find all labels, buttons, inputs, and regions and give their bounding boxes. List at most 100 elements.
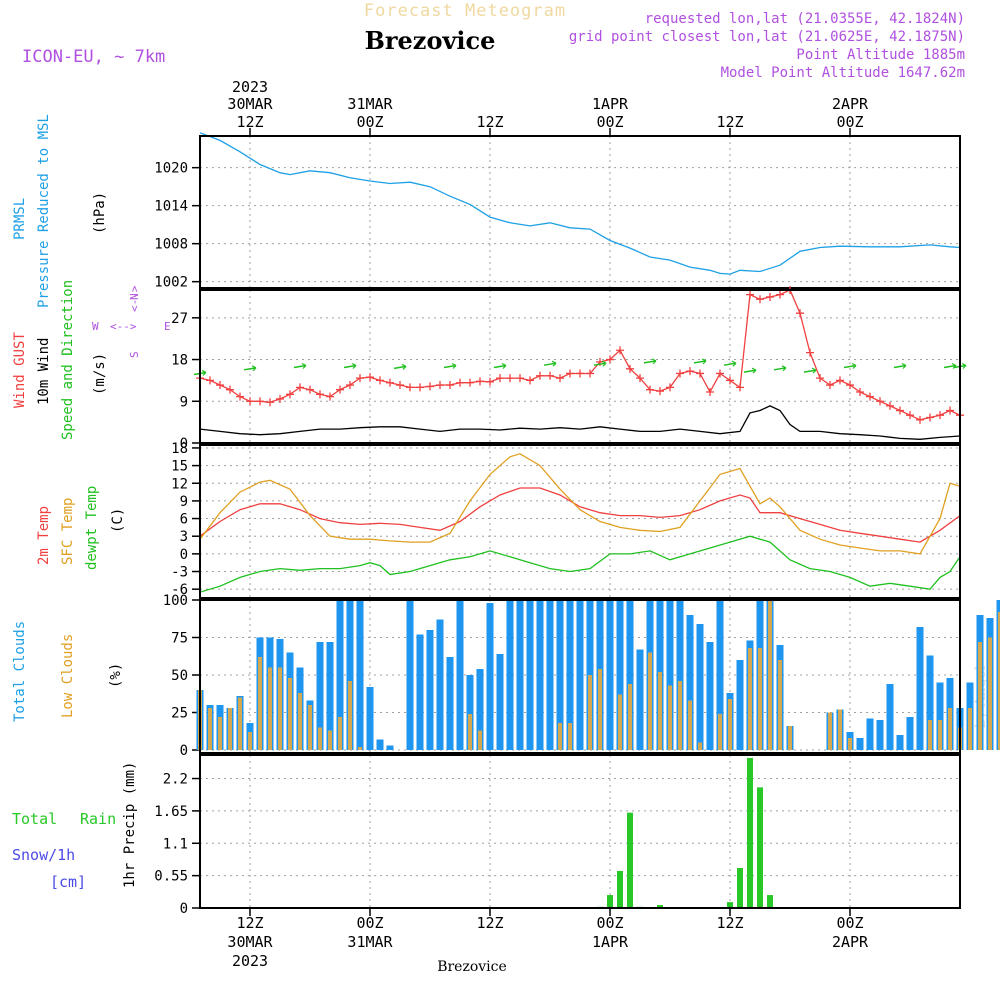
low-cloud-bar xyxy=(678,681,682,750)
pressure-ytick-label: 1014 xyxy=(154,199,188,215)
gridpoint-location: grid point closest lon,lat (21.0625E, 42… xyxy=(569,29,965,45)
wind-direction-arrowhead xyxy=(451,362,457,369)
low-cloud-bar xyxy=(748,648,752,750)
total-cloud-bar xyxy=(456,600,464,750)
rain-bar xyxy=(727,902,733,908)
total-cloud-bar xyxy=(916,627,924,750)
low-cloud-bar xyxy=(248,732,252,750)
total-cloud-bar xyxy=(676,600,684,750)
gust-marker xyxy=(726,376,734,385)
clouds-ytick-label: 75 xyxy=(171,631,188,647)
wind-direction-arrow xyxy=(293,364,307,369)
gust-marker xyxy=(696,369,704,378)
low-cloud-bar xyxy=(668,685,672,750)
low-cloud-bar xyxy=(598,669,602,750)
wind-direction-arrow xyxy=(543,362,557,366)
total-cloud-bar xyxy=(576,600,584,750)
gust-marker xyxy=(506,374,514,383)
gust-marker xyxy=(916,415,924,424)
wind-direction-arrowhead xyxy=(901,362,907,369)
clouds-label-low: Low Clouds xyxy=(60,634,76,718)
precip-label-total: Total xyxy=(12,810,57,828)
total-cloud-bar xyxy=(636,649,644,750)
top-time-label: 1APR xyxy=(592,95,629,113)
total-cloud-bar xyxy=(366,687,374,750)
gust-marker xyxy=(266,398,274,407)
top-time-label: 31MAR xyxy=(347,95,393,113)
wind-direction-arrow xyxy=(343,364,357,369)
gust-marker xyxy=(816,374,824,383)
bottom-time-label: 00Z xyxy=(836,914,863,932)
gust-marker xyxy=(906,411,914,420)
gust-marker xyxy=(866,392,874,401)
wind-direction-arrowhead xyxy=(301,362,307,369)
wind-direction-arrow xyxy=(593,362,607,366)
total-cloud-bar xyxy=(896,735,904,750)
gust-marker xyxy=(936,411,944,420)
wind-direction-arrowhead xyxy=(751,367,757,374)
gust-marker xyxy=(876,397,884,406)
total-cloud-bar xyxy=(926,655,934,750)
temp-ylabel: (C) xyxy=(110,508,126,533)
low-cloud-bar xyxy=(478,730,482,750)
wind-direction-arrow xyxy=(743,369,757,373)
compass-v-arrow: <--> xyxy=(128,285,141,312)
total-cloud-bar xyxy=(426,630,434,750)
model-label: ICON-EU, ~ 7km xyxy=(22,47,165,67)
total-cloud-bar xyxy=(626,600,634,750)
gust-marker xyxy=(616,346,624,355)
gust-marker xyxy=(366,373,374,382)
precip-label-rain: Rain xyxy=(80,810,116,828)
low-cloud-bar xyxy=(308,705,312,750)
10m-wind-line xyxy=(199,405,961,440)
gust-marker xyxy=(576,369,584,378)
low-cloud-bar xyxy=(768,600,772,750)
low-cloud-bar xyxy=(838,709,842,750)
bottom-time-label: 12Z xyxy=(236,914,263,932)
gust-marker xyxy=(926,413,934,422)
low-cloud-bar xyxy=(238,697,242,750)
wind-label-dir: Speed and Direction xyxy=(60,280,76,440)
total-cloud-bar xyxy=(706,642,714,750)
gust-marker xyxy=(806,348,814,357)
top-time-label: 00Z xyxy=(836,113,863,131)
gust-marker xyxy=(306,385,314,394)
gust-marker xyxy=(426,382,434,391)
gust-marker xyxy=(666,383,674,392)
chart-title: Brezovice xyxy=(365,26,496,55)
total-cloud-bar xyxy=(496,654,504,750)
wind-direction-arrowhead xyxy=(961,362,967,369)
gust-marker xyxy=(896,406,904,415)
temp-label-dewpt: dewpt Temp xyxy=(84,486,100,570)
gust-marker xyxy=(736,383,744,392)
precip-label-cm: [cm] xyxy=(50,873,86,891)
total-cloud-bar xyxy=(876,720,884,750)
bottom-time-label: 2APR xyxy=(832,933,869,951)
top-time-label: 30MAR xyxy=(227,95,273,113)
low-cloud-bar xyxy=(988,637,992,750)
wind-direction-arrow xyxy=(693,360,707,364)
wind-ytick-label: 27 xyxy=(171,311,188,327)
gust-marker xyxy=(436,381,444,390)
total-cloud-bar xyxy=(536,600,544,750)
gust-marker xyxy=(296,383,304,392)
compass-n: N xyxy=(128,293,141,300)
temperature-ytick-label: -3 xyxy=(171,565,188,581)
clouds-label-total: Total Clouds xyxy=(12,621,28,722)
temp-label-sfc: SFC Temp xyxy=(60,498,76,565)
gust-marker xyxy=(626,364,634,373)
wind-direction-arrowhead xyxy=(651,358,657,365)
total-cloud-bar xyxy=(356,600,364,750)
compass-s: S xyxy=(128,351,141,358)
low-cloud-bar xyxy=(688,700,692,750)
gust-marker xyxy=(386,378,394,387)
gust-marker xyxy=(836,376,844,385)
gust-marker xyxy=(466,378,474,387)
gust-marker xyxy=(756,295,764,304)
low-cloud-bar xyxy=(938,720,942,750)
gust-marker xyxy=(286,390,294,399)
precip-ylabel: 1hr Precip (mm) xyxy=(122,762,138,888)
temperature-ytick-label: -6 xyxy=(171,582,188,598)
clouds-ytick-label: 25 xyxy=(171,706,188,722)
